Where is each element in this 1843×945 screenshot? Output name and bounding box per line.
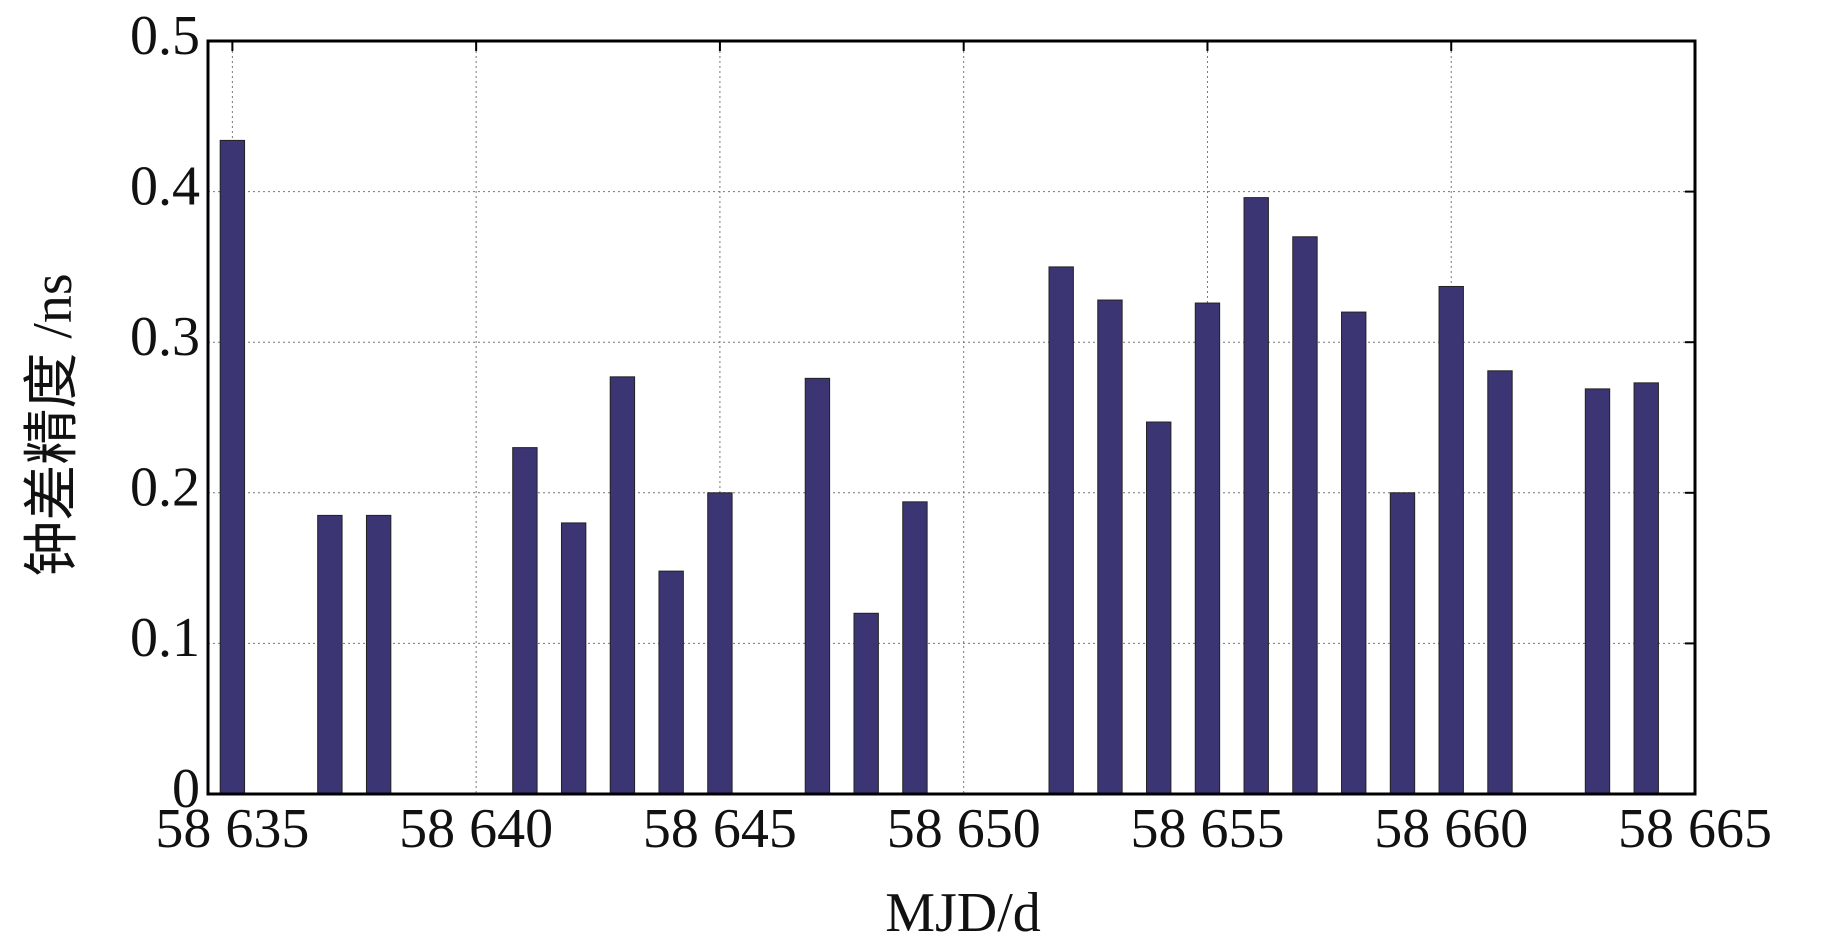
x-tick-label: 58 635: [155, 798, 309, 860]
plot-frame: [206, 39, 1697, 796]
x-tick-label: 58 650: [887, 798, 1041, 860]
y-tick-label: 0: [172, 758, 200, 820]
bar: [1438, 285, 1464, 795]
bar: [1146, 421, 1172, 795]
x-tick-label: 58 645: [643, 798, 797, 860]
bar: [609, 376, 636, 795]
bar: [1097, 299, 1123, 795]
x-tick-label: 58 665: [1618, 798, 1772, 860]
bar: [1292, 236, 1318, 795]
x-axis-label: MJD/d: [885, 882, 1041, 944]
bar: [1389, 492, 1416, 795]
bar: [902, 501, 928, 795]
y-tick-label: 0.3: [130, 306, 200, 368]
y-tick-label: 0.5: [130, 5, 200, 67]
x-tick-label: 58 660: [1374, 798, 1528, 860]
bar: [1048, 266, 1074, 795]
bar: [512, 447, 538, 795]
bar: [317, 514, 343, 795]
bar: [1584, 388, 1611, 795]
bar: [219, 139, 246, 795]
y-tick-label: 0.4: [130, 155, 200, 217]
x-tick-label: 58 655: [1130, 798, 1284, 860]
bar: [1243, 197, 1269, 795]
y-axis-label: 钟差精度 /ns: [22, 273, 84, 576]
y-tick-label: 0.2: [130, 457, 200, 519]
y-tick-label: 0.1: [130, 607, 200, 669]
bar: [804, 377, 831, 795]
bar: [1633, 382, 1659, 795]
bar: [1194, 302, 1221, 795]
bar: [853, 612, 879, 795]
bar: [560, 522, 587, 795]
bar: [658, 570, 684, 795]
bar: [1341, 311, 1367, 795]
bar: [365, 514, 392, 795]
bar: [1487, 370, 1513, 795]
x-tick-label: 58 640: [399, 798, 553, 860]
bar: [707, 492, 733, 795]
